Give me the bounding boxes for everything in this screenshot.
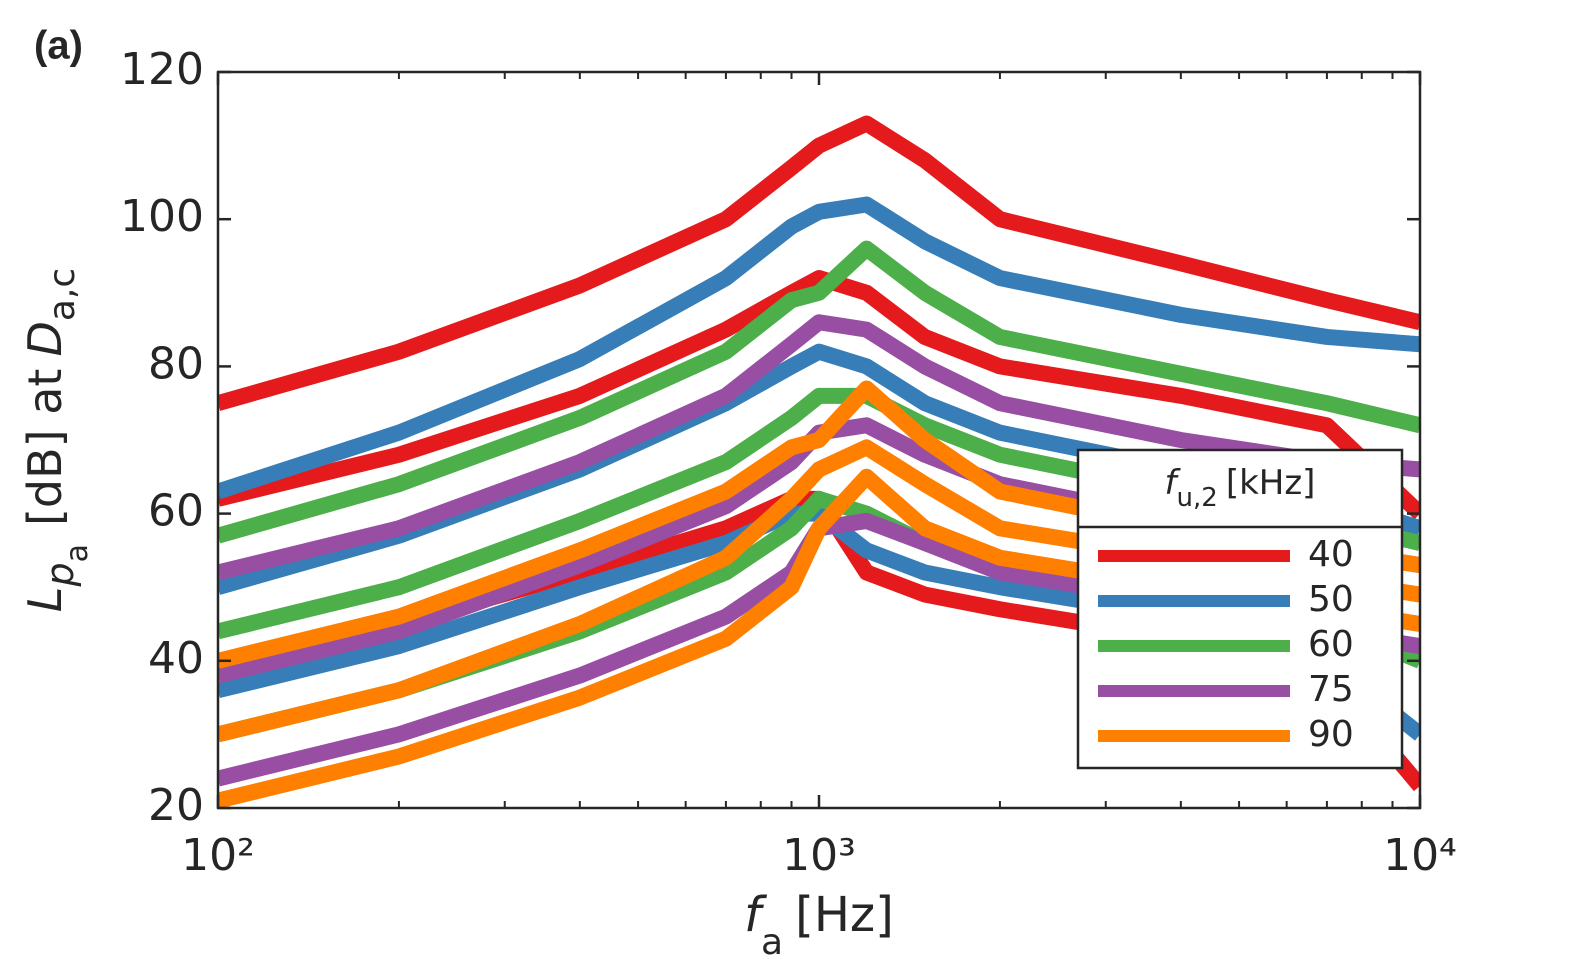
series-line bbox=[218, 314, 1420, 581]
y-label-subsub: a bbox=[60, 544, 95, 562]
y-label-unit: [dB] at bbox=[18, 369, 72, 527]
x-axis-label: fa [Hz] bbox=[744, 887, 894, 963]
series-line bbox=[218, 240, 1420, 544]
y-label-symbol: L bbox=[18, 587, 72, 613]
y-axis-label: Lpa [dB] at Da,c bbox=[18, 268, 95, 612]
y-tick-label: 100 bbox=[120, 191, 204, 242]
y-tick-label: 40 bbox=[148, 633, 204, 684]
y-label-symbol: D bbox=[18, 321, 72, 356]
legend-title-sub: u,2 bbox=[1177, 483, 1218, 513]
y-label-sub: a,c bbox=[42, 268, 83, 321]
series-line bbox=[218, 270, 1420, 520]
x-label-unit: [Hz] bbox=[795, 887, 894, 943]
x-tick-label: 10⁴ bbox=[1383, 830, 1457, 881]
legend-box bbox=[1076, 448, 1404, 770]
y-tick-label: 60 bbox=[148, 486, 204, 537]
y-tick-label: 20 bbox=[148, 780, 204, 831]
y-tick-label: 120 bbox=[120, 44, 204, 95]
legend-label: 60 bbox=[1308, 624, 1354, 665]
panel-label: (a) bbox=[34, 24, 83, 68]
x-label-sub: a bbox=[761, 922, 783, 963]
y-label-sub: p bbox=[38, 562, 82, 587]
y-tick-label: 80 bbox=[148, 338, 204, 389]
legend-label: 75 bbox=[1308, 669, 1354, 710]
legend-label: 50 bbox=[1308, 579, 1354, 620]
legend-title: fu,2 [kHz] bbox=[1165, 463, 1316, 513]
x-tick-label: 10² bbox=[181, 830, 255, 881]
series-line bbox=[218, 115, 1420, 411]
series-line bbox=[218, 196, 1420, 500]
legend-label: 90 bbox=[1308, 714, 1354, 755]
legend-label: 40 bbox=[1308, 534, 1354, 575]
x-tick-label: 10³ bbox=[782, 830, 856, 881]
legend-title-unit: [kHz] bbox=[1226, 463, 1316, 503]
